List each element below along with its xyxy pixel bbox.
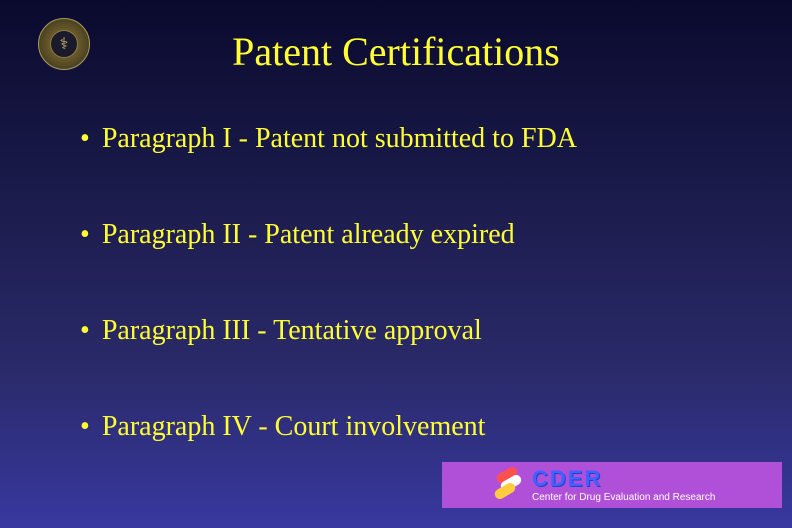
footer-full-name: Center for Drug Evaluation and Research — [532, 492, 782, 503]
slide-title: Patent Certifications — [0, 0, 792, 75]
bullet-text: Paragraph II - Patent already expired — [102, 219, 515, 251]
bullet-text: Paragraph I - Patent not submitted to FD… — [102, 123, 577, 155]
agency-seal-icon: ⚕ — [38, 18, 90, 70]
bullet-text: Paragraph III - Tentative approval — [102, 315, 482, 347]
list-item: • Paragraph III - Tentative approval — [72, 315, 720, 347]
footer-branding: CDER Center for Drug Evaluation and Rese… — [442, 462, 782, 508]
bullet-list: • Paragraph I - Patent not submitted to … — [0, 75, 792, 443]
footer-acronym: CDER — [532, 468, 782, 490]
bullet-marker: • — [80, 411, 90, 443]
bullet-marker: • — [80, 219, 90, 251]
list-item: • Paragraph II - Patent already expired — [72, 219, 720, 251]
bullet-marker: • — [80, 123, 90, 155]
bullet-marker: • — [80, 315, 90, 347]
list-item: • Paragraph IV - Court involvement — [72, 411, 720, 443]
list-item: • Paragraph I - Patent not submitted to … — [72, 123, 720, 155]
pills-icon — [494, 468, 524, 502]
bullet-text: Paragraph IV - Court involvement — [102, 411, 486, 443]
